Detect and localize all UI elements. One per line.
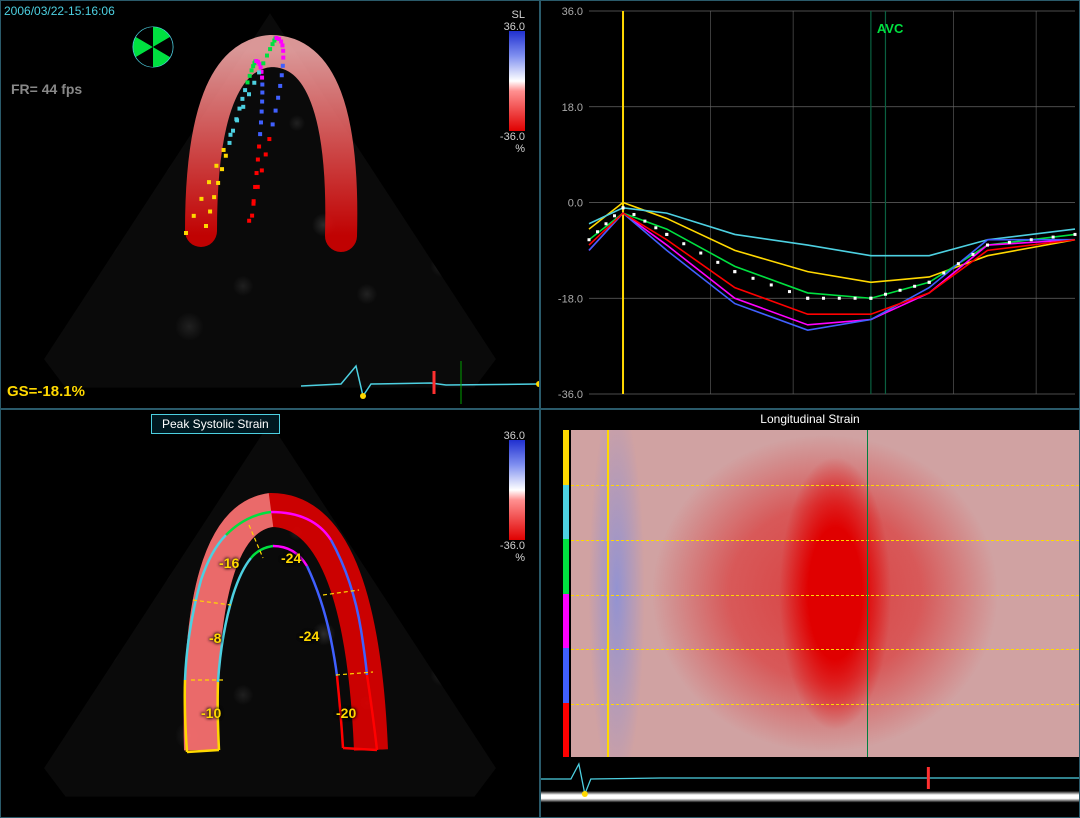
segment-value-mid-septal: -8	[209, 630, 221, 646]
segment-bar	[563, 539, 569, 594]
segment-bar	[563, 594, 569, 649]
segmented-arch	[1, 410, 540, 818]
segment-bar	[563, 430, 569, 485]
mmode-divider	[571, 540, 1079, 541]
svg-text:18.0: 18.0	[562, 102, 583, 114]
segment-bar	[563, 485, 569, 540]
mmode-divider	[571, 704, 1079, 705]
segment-value-apical-lateral: -24	[281, 550, 301, 566]
segment-bar	[563, 703, 569, 758]
avc-label: AVC	[877, 21, 903, 36]
svg-text:-18.0: -18.0	[558, 293, 583, 305]
strain-line-chart[interactable]: 36.0 18.0 0.0 -18.0 -36.0	[541, 1, 1080, 409]
ls-title: Longitudinal Strain	[760, 412, 859, 426]
svg-text:0.0: 0.0	[568, 198, 583, 210]
segment-value-apical-septal: -16	[219, 555, 239, 571]
ecg-trace	[1, 356, 540, 406]
svg-text:36.0: 36.0	[562, 6, 583, 18]
mmode-divider	[571, 649, 1079, 650]
segment-bar	[563, 648, 569, 703]
avc-marker[interactable]	[867, 430, 868, 757]
panel-longitudinal-strain[interactable]: Longitudinal Strain	[540, 409, 1080, 818]
mmode-ecg-strip	[541, 759, 1079, 817]
myocardial-arch-overlay	[1, 1, 540, 409]
segment-color-bars	[563, 430, 569, 757]
mmode-divider	[571, 485, 1079, 486]
segment-value-basal-lateral: -20	[336, 705, 356, 721]
time-marker-start[interactable]	[607, 430, 609, 757]
panel-peak-systolic-strain: Peak Systolic Strain 36.0 -36.0 % -10-8-…	[0, 409, 540, 818]
segment-value-basal-septal: -10	[201, 705, 221, 721]
mmode-divider	[571, 595, 1079, 596]
segment-value-mid-lateral: -24	[299, 628, 319, 644]
panel-strain-overlay: 2006/03/22-15:16:06 FR= 44 fps GS=-18.1%…	[0, 0, 540, 409]
mmode-colormap	[571, 430, 1079, 757]
svg-text:-36.0: -36.0	[558, 389, 583, 401]
panel-strain-curves[interactable]: 36.0 18.0 0.0 -18.0 -36.0 AVC	[540, 0, 1080, 409]
